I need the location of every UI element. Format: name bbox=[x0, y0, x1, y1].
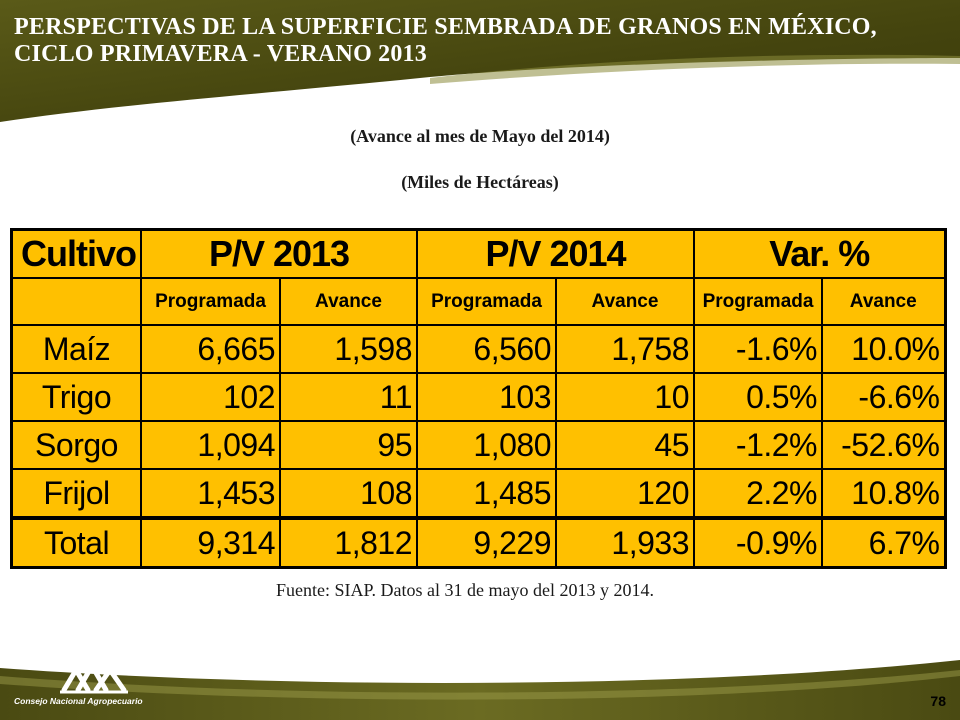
table-total-row: Total 9,314 1,812 9,229 1,933 -0.9% 6.7% bbox=[10, 516, 946, 569]
table-cell: 10 bbox=[555, 372, 695, 422]
table-cell: 0.5% bbox=[693, 372, 823, 422]
crop-name: Total bbox=[10, 516, 142, 569]
table-cell: 10.8% bbox=[821, 468, 946, 519]
title-line-1: PERSPECTIVAS DE LA SUPERFICIE SEMBRADA D… bbox=[14, 14, 877, 40]
subtitle-units: (Miles de Hectáreas) bbox=[401, 172, 559, 192]
crop-name: Maíz bbox=[10, 324, 142, 374]
table-row: Sorgo 1,094 95 1,080 45 -1.2% -52.6% bbox=[10, 420, 946, 470]
subheader-cell: Programada bbox=[140, 277, 281, 326]
table-header-row: Cultivo P/V 2013 P/V 2014 Var. % bbox=[10, 228, 946, 279]
table-cell: 103 bbox=[416, 372, 557, 422]
table-cell: 2.2% bbox=[693, 468, 823, 519]
page-number: 78 bbox=[930, 693, 946, 709]
subtitle-progress: (Avance al mes de Mayo del 2014) bbox=[350, 126, 610, 146]
table-cell: 1,080 bbox=[416, 420, 557, 470]
table-cell: 95 bbox=[279, 420, 418, 470]
table-cell: 1,812 bbox=[279, 516, 418, 569]
organization-name: Consejo Nacional Agropecuario bbox=[14, 696, 143, 706]
crop-name: Frijol bbox=[10, 468, 142, 519]
table-cell: 108 bbox=[279, 468, 418, 519]
table-row: Maíz 6,665 1,598 6,560 1,758 -1.6% 10.0% bbox=[10, 324, 946, 374]
footer-band bbox=[0, 660, 960, 720]
header-pv-2013: P/V 2013 bbox=[140, 228, 418, 279]
header-crop: Cultivo bbox=[10, 228, 142, 279]
table-cell: 6,560 bbox=[416, 324, 557, 374]
cna-logo-icon bbox=[60, 663, 128, 694]
header-var-pct: Var. % bbox=[693, 228, 946, 279]
table-cell: 1,485 bbox=[416, 468, 557, 519]
table-cell: -1.2% bbox=[693, 420, 823, 470]
table-row: Trigo 102 11 103 10 0.5% -6.6% bbox=[10, 372, 946, 422]
table-cell: -6.6% bbox=[821, 372, 946, 422]
header-swoosh bbox=[430, 54, 960, 84]
subheader-cell: Programada bbox=[693, 277, 823, 326]
header-pv-2014: P/V 2014 bbox=[416, 228, 695, 279]
table-cell: 1,453 bbox=[140, 468, 281, 519]
crop-name: Sorgo bbox=[10, 420, 142, 470]
crop-name: Trigo bbox=[10, 372, 142, 422]
table-cell: 45 bbox=[555, 420, 695, 470]
table-cell: 6.7% bbox=[821, 516, 946, 569]
subheader-cell: Avance bbox=[555, 277, 695, 326]
footer-swoosh bbox=[0, 670, 960, 700]
subheader-cell: Programada bbox=[416, 277, 557, 326]
source-note: Fuente: SIAP. Datos al 31 de mayo del 20… bbox=[276, 580, 654, 600]
table-cell: 1,598 bbox=[279, 324, 418, 374]
table-row: Frijol 1,453 108 1,485 120 2.2% 10.8% bbox=[10, 468, 946, 519]
table-cell: 6,665 bbox=[140, 324, 281, 374]
crop-table-container: Cultivo P/V 2013 P/V 2014 Var. % Program… bbox=[10, 228, 947, 569]
table-subheader-row: Programada Avance Programada Avance Prog… bbox=[10, 277, 946, 326]
table-cell: 1,094 bbox=[140, 420, 281, 470]
subheader-cell: Avance bbox=[279, 277, 418, 326]
table-cell: 11 bbox=[279, 372, 418, 422]
table-cell: -52.6% bbox=[821, 420, 946, 470]
table-cell: 1,758 bbox=[555, 324, 695, 374]
table-cell: -1.6% bbox=[693, 324, 823, 374]
subheader-cell: Avance bbox=[821, 277, 946, 326]
table-cell: 9,229 bbox=[416, 516, 557, 569]
table-cell: 1,933 bbox=[555, 516, 695, 569]
crop-table: Cultivo P/V 2013 P/V 2014 Var. % Program… bbox=[10, 228, 947, 569]
subheader-empty bbox=[10, 277, 142, 326]
title-line-2: CICLO PRIMAVERA - VERANO 2013 bbox=[14, 41, 427, 67]
table-cell: 9,314 bbox=[140, 516, 281, 569]
table-cell: 10.0% bbox=[821, 324, 946, 374]
table-cell: 102 bbox=[140, 372, 281, 422]
header-band bbox=[0, 0, 960, 122]
table-cell: -0.9% bbox=[693, 516, 823, 569]
table-cell: 120 bbox=[555, 468, 695, 519]
page-title: PERSPECTIVAS DE LA SUPERFICIE SEMBRADA D… bbox=[14, 14, 954, 68]
